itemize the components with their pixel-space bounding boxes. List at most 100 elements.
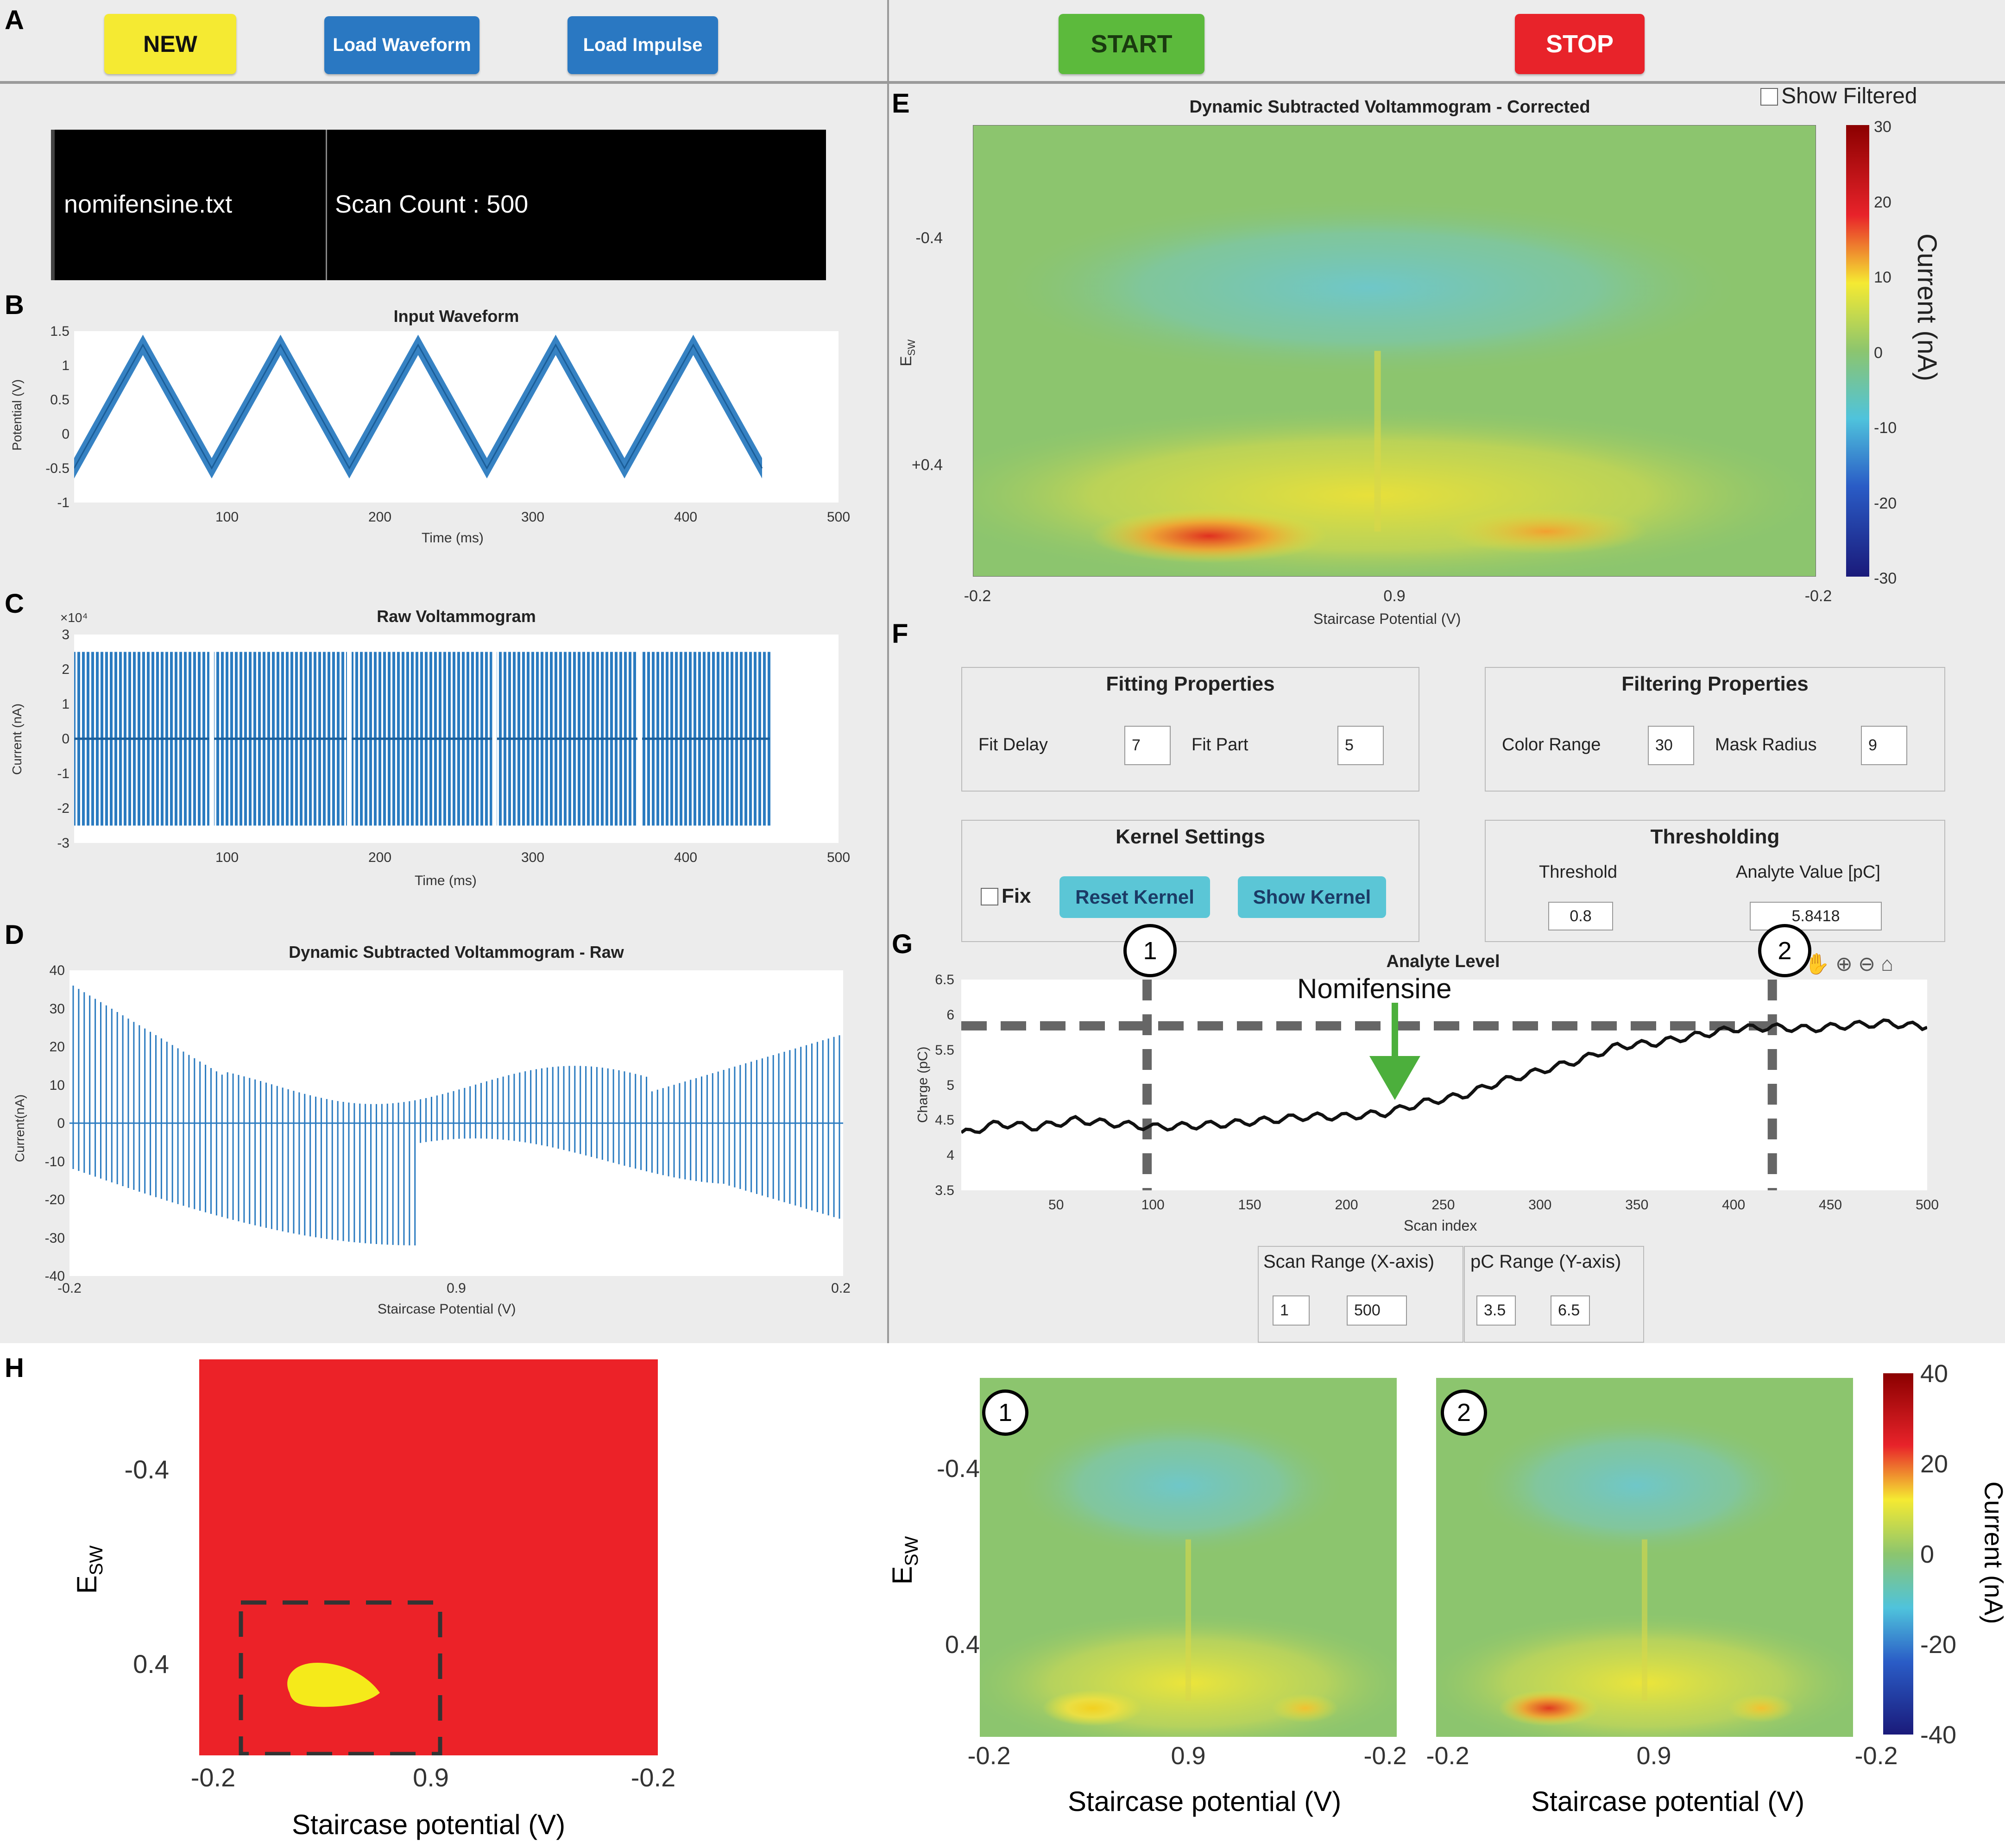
dsv-raw-ytick: -40 [44, 1269, 65, 1284]
stop-button[interactable]: STOP [1515, 14, 1645, 74]
heatmap-ylabel-e: E [887, 1566, 918, 1585]
show-filtered-label: Show Filtered [1781, 84, 1917, 108]
heatmap-colorbar-rect [1883, 1373, 1913, 1735]
heatmap-2-marker-circle: 2 [1441, 1389, 1487, 1436]
load-waveform-button[interactable]: Load Waveform [324, 16, 479, 74]
raw-voltammogram-ytick: -2 [57, 801, 69, 816]
color-range-input[interactable]: 30 [1648, 726, 1694, 765]
dsv-corrected-heatmap-svg [905, 125, 1833, 586]
kernel-settings-title: Kernel Settings [1116, 825, 1265, 848]
file-info-display: nomifensine.txt Scan Count : 500 [51, 130, 826, 280]
heatmap-colorbar [1883, 1373, 1913, 1735]
dsv-colorbar-tick: 0 [1874, 344, 1883, 362]
scan-range-title: Scan Range (X-axis) [1263, 1251, 1435, 1272]
mask-radius-label: Mask Radius [1715, 735, 1817, 754]
dsv-corrected-ylabel-sub: SW [905, 339, 917, 356]
mask-radius-input[interactable]: 9 [1861, 726, 1907, 765]
input-waveform-ytick: 1 [62, 358, 69, 373]
fix-checkbox[interactable] [981, 888, 998, 905]
input-waveform-ytick: -0.5 [45, 461, 69, 476]
heatmap-2-xtick: -0.2 [1854, 1742, 1898, 1770]
dsv-raw-ytick: 40 [49, 963, 65, 978]
threshold-input[interactable]: 0.8 [1548, 902, 1613, 930]
analyte-level-title: Analyte Level [1386, 952, 1500, 971]
mask-plot [199, 1359, 658, 1756]
analyte-level-ytick: 6.5 [935, 972, 954, 987]
heatmap-colorbar-label: Current (nA) [1979, 1481, 2005, 1624]
color-range-label: Color Range [1502, 735, 1601, 754]
zoom-out-icon[interactable]: ⊖ [1858, 953, 1876, 975]
toolbar-divider [887, 0, 889, 1343]
thresholding-group: Thresholding Threshold 0.8 Analyte Value… [1485, 820, 1945, 942]
filtering-properties-title: Filtering Properties [1621, 673, 1809, 695]
heatmap-1-xtick: -0.2 [967, 1742, 1011, 1770]
start-button[interactable]: START [1059, 14, 1204, 74]
dsv-raw-ytick: 10 [49, 1077, 65, 1093]
dsv-raw-ytick: 0 [57, 1116, 65, 1131]
dsv-corrected-title: Dynamic Subtracted Voltammogram - Correc… [1189, 97, 1590, 117]
show-filtered-checkbox[interactable] [1760, 88, 1778, 106]
filename-text: nomifensine.txt [64, 190, 233, 218]
mask-ytick: 0.4 [133, 1649, 169, 1678]
raw-voltammogram-plot-area [73, 635, 839, 843]
raw-voltammogram-xtick: 400 [674, 850, 698, 865]
reset-kernel-button[interactable]: Reset Kernel [1059, 876, 1210, 918]
mask-ylabel-e: E [71, 1575, 103, 1594]
dsv-corrected-xtick: -0.2 [1804, 587, 1832, 605]
raw-voltammogram-gap [209, 635, 214, 843]
pc-range-max-input[interactable]: 6.5 [1551, 1295, 1590, 1326]
toolbar [0, 0, 2005, 83]
heatmap-ytick: -0.4 [936, 1455, 980, 1483]
plot-toolbar: ✋ ⊕ ⊖ ⌂ [1804, 952, 1893, 976]
analyte-level-xlabel: Scan index [1404, 1217, 1477, 1234]
heatmap-2-blob [1728, 1694, 1795, 1722]
raw-voltammogram-xtick: 200 [368, 850, 392, 865]
load-impulse-button[interactable]: Load Impulse [567, 16, 718, 74]
mask-dashed-box [239, 1600, 442, 1756]
fit-part-input[interactable]: 5 [1337, 726, 1384, 765]
thresholding-title: Thresholding [1650, 825, 1780, 848]
dsv-raw-svg [69, 986, 843, 1245]
dsv-raw-xtick: 0.9 [447, 1281, 466, 1296]
scan-count-text: Scan Count : 500 [335, 190, 529, 218]
analyte-level-xtick: 400 [1722, 1197, 1746, 1213]
fit-delay-input[interactable]: 7 [1124, 726, 1171, 765]
dsv-colorbar-tick: 10 [1874, 269, 1892, 286]
scan-range-min-input[interactable]: 1 [1273, 1295, 1310, 1326]
analyte-level-ytick: 5 [946, 1077, 954, 1093]
analyte-level-ytick: 6 [946, 1007, 954, 1023]
dsv-corrected-blob [905, 405, 1833, 586]
analyte-level-xtick: 450 [1819, 1197, 1842, 1213]
dsv-corrected-ytick: -0.4 [915, 229, 943, 247]
analyte-level-svg [960, 980, 1928, 1190]
raw-voltammogram-gap [347, 635, 352, 843]
raw-voltammogram-ytick: 1 [62, 697, 69, 712]
scan-range-max-input[interactable]: 500 [1347, 1295, 1407, 1326]
input-waveform-xtick: 500 [826, 509, 851, 525]
input-waveform-ytick: 0 [62, 427, 69, 442]
raw-voltammogram-xtick: 500 [826, 850, 851, 865]
input-waveform-line [73, 343, 763, 470]
analyte-level-xtick: 500 [1915, 1197, 1939, 1213]
fitting-properties-title: Fitting Properties [1106, 673, 1275, 695]
fit-delay-label: Fit Delay [978, 735, 1048, 754]
new-button[interactable]: NEW [104, 14, 236, 74]
zoom-in-icon[interactable]: ⊕ [1835, 953, 1853, 975]
pc-range-title: pC Range (Y-axis) [1470, 1251, 1621, 1272]
input-waveform-ylabel: Potential (V) [10, 379, 25, 451]
raw-voltammogram-ytick: 0 [62, 731, 69, 747]
dsv-raw-ytick: -20 [44, 1192, 65, 1207]
show-kernel-button[interactable]: Show Kernel [1238, 876, 1386, 918]
dsv-corrected-ylabel-e: E [897, 356, 915, 366]
raw-voltammogram-gap [492, 635, 497, 843]
mask-ylabel-sub: SW [86, 1545, 107, 1576]
dsv-corrected-ytick: +0.4 [911, 456, 943, 474]
home-icon[interactable]: ⌂ [1881, 953, 1893, 975]
raw-voltammogram-ytick: -1 [57, 766, 69, 781]
analyte-level-xtick: 150 [1238, 1197, 1261, 1213]
dsv-corrected-xtick: 0.9 [1383, 587, 1406, 605]
pc-range-min-input[interactable]: 3.5 [1476, 1295, 1516, 1326]
dsv-corrected-ylabel: ESW [897, 339, 918, 366]
nomifensine-annotation: Nomifensine [1297, 973, 1452, 1004]
dsv-raw-xlabel: Staircase Potential (V) [378, 1301, 516, 1317]
